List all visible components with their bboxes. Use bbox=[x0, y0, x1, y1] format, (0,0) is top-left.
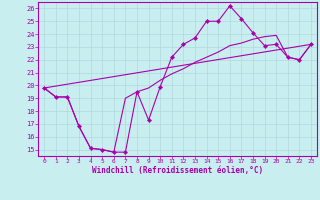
X-axis label: Windchill (Refroidissement éolien,°C): Windchill (Refroidissement éolien,°C) bbox=[92, 166, 263, 175]
